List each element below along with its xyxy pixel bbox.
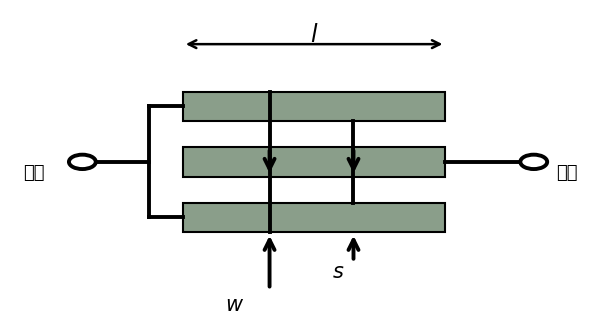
Text: 输出: 输出 [556, 164, 578, 182]
Bar [183, 147, 445, 177]
Text: $w$: $w$ [225, 296, 245, 315]
Bar [183, 203, 445, 232]
Text: $s$: $s$ [332, 263, 345, 282]
Text: 输入: 输入 [23, 164, 45, 182]
Bar [183, 92, 445, 121]
Text: $l$: $l$ [310, 25, 318, 47]
